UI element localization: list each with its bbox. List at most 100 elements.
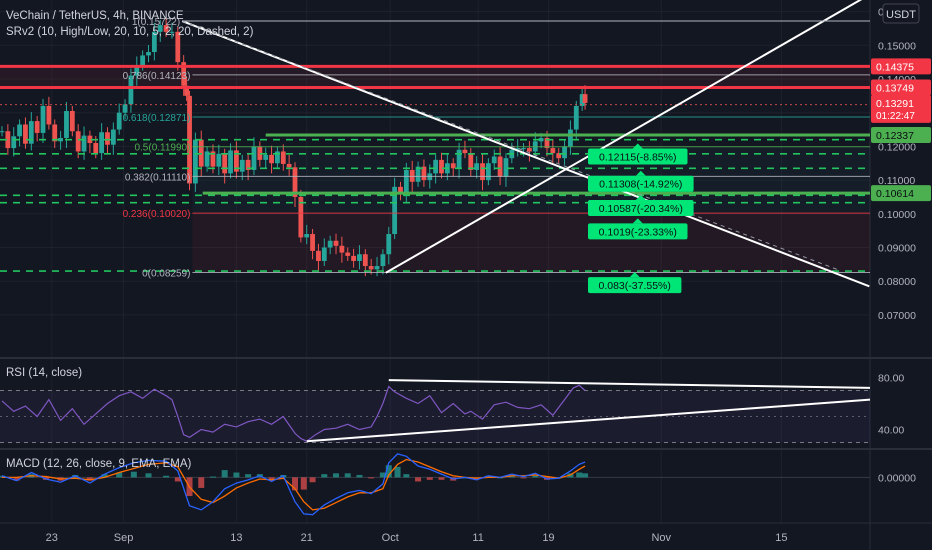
time-tick-label[interactable]: 11 (472, 532, 483, 544)
price-tick-label[interactable]: 0.12000 (878, 141, 916, 153)
candle-body (99, 132, 105, 154)
candle-body (52, 124, 58, 142)
price-tick-label[interactable]: 0.11000 (878, 175, 915, 187)
candle-body (497, 156, 503, 177)
candle-body (345, 252, 351, 256)
macd-histogram-bar (13, 477, 20, 481)
candle-body (579, 94, 585, 106)
candle-body (403, 169, 409, 194)
macd-histogram-bar (576, 472, 583, 478)
rsi-title[interactable]: RSI (14, close) (6, 367, 82, 379)
candle-body (75, 131, 81, 152)
candle-body (157, 25, 163, 32)
fib-level-label: 0(0.08259) (142, 268, 190, 279)
time-tick-label[interactable]: 15 (775, 532, 787, 544)
macd-histogram-bar (130, 471, 137, 478)
time-tick-label[interactable]: 23 (46, 532, 58, 544)
macd-histogram-bar (209, 476, 216, 478)
target-badge (588, 148, 688, 165)
trend-lines[interactable] (181, 0, 870, 288)
candle-body (415, 166, 421, 182)
candle-body (105, 132, 110, 145)
fib-level-label: 0.618(0.12871) (123, 113, 191, 124)
level-price-label: 0.10614 (876, 188, 914, 200)
candle-body (116, 112, 122, 130)
macd-histogram-bar (221, 470, 228, 478)
macd-histogram-bar (394, 466, 401, 478)
fib-zone-red (192, 213, 870, 273)
candle-body (163, 25, 169, 32)
candle-body (184, 85, 189, 96)
candle-body (140, 55, 146, 66)
candle-body (11, 136, 17, 149)
price-tick-label[interactable]: 0.10000 (878, 209, 916, 221)
time-tick-label[interactable]: 13 (230, 532, 242, 544)
candle-body (93, 143, 99, 154)
candle-body (110, 129, 116, 145)
candle-body (40, 105, 46, 133)
candle-body (275, 151, 280, 164)
level-price-badge (871, 79, 931, 96)
price-tick-label[interactable]: 0.08000 (878, 276, 916, 288)
macd-line[interactable] (1, 453, 586, 516)
candle-body (386, 234, 392, 255)
time-axis[interactable]: 23 Sep 13 21 Oct 11 19 Nov 15 (46, 532, 788, 544)
macd-histogram-bar (379, 472, 386, 478)
target-badge (588, 223, 688, 240)
macd-histogram-bar (508, 475, 515, 478)
indicator-title[interactable]: SRv2 (10, High/Low, 20, 10, 5, 2, 20, Da… (6, 26, 254, 38)
candle-body (269, 154, 274, 164)
time-tick-label[interactable]: Oct (382, 532, 399, 544)
macd-histogram-bar (268, 477, 275, 480)
macd-pane[interactable]: 0.00000 (0, 453, 916, 516)
currency-badge[interactable] (882, 3, 920, 24)
candle-body (292, 167, 298, 197)
macd-histogram-bar (485, 475, 492, 478)
candle-body (474, 163, 480, 170)
macd-histogram-bar (403, 474, 410, 478)
candle-body (228, 150, 233, 174)
rsi-line[interactable] (1, 384, 586, 442)
price-tick-label[interactable]: 0.15000 (878, 40, 916, 52)
target-badge (588, 200, 694, 217)
macd-histogram-bar (86, 477, 93, 481)
macd-histogram-bar (333, 473, 340, 478)
candle-body (550, 148, 556, 154)
time-tick-label[interactable]: 21 (301, 532, 313, 544)
ascending-trendline[interactable] (385, 0, 869, 274)
price-tick-label[interactable]: 0.09000 (878, 243, 916, 255)
macd-histogram-bar (520, 477, 527, 479)
macd-histogram-bar (292, 477, 298, 491)
price-tick-label[interactable]: 0.07000 (878, 310, 916, 322)
candle-body (23, 124, 28, 144)
candle-body (0, 131, 5, 133)
candle-body (210, 151, 216, 167)
candle-body (321, 247, 327, 261)
currency-label: USDT (886, 9, 916, 21)
candle-body (17, 124, 22, 137)
time-tick-label[interactable]: Nov (651, 532, 671, 544)
rsi-resistance-line[interactable] (388, 379, 871, 389)
time-tick-label[interactable]: 19 (542, 532, 554, 544)
macd-title[interactable]: MACD (12, 26, close, 9, EMA, EMA) (6, 458, 192, 470)
candle-body (5, 131, 11, 149)
level-price-label: 0.14375 (876, 61, 914, 73)
candle-body (34, 121, 40, 133)
time-tick-label[interactable]: Sep (114, 532, 134, 544)
descending-trendline[interactable] (181, 20, 870, 288)
rsi-pane[interactable]: 80.00 40.00 (0, 373, 904, 443)
candle-body (562, 146, 567, 159)
candle-body (568, 129, 573, 147)
candle-body (480, 163, 485, 181)
candle-body (245, 159, 251, 170)
candle-body (175, 31, 181, 63)
macd-histogram-bar (582, 473, 589, 478)
rsi-support-line[interactable] (306, 398, 871, 443)
candle-body (234, 150, 239, 172)
macd-histogram-bar (116, 472, 123, 478)
macd-histogram-bar (356, 474, 363, 478)
candle-body (222, 153, 228, 174)
candle-body (181, 62, 187, 86)
macd-histogram-bar (368, 477, 375, 479)
